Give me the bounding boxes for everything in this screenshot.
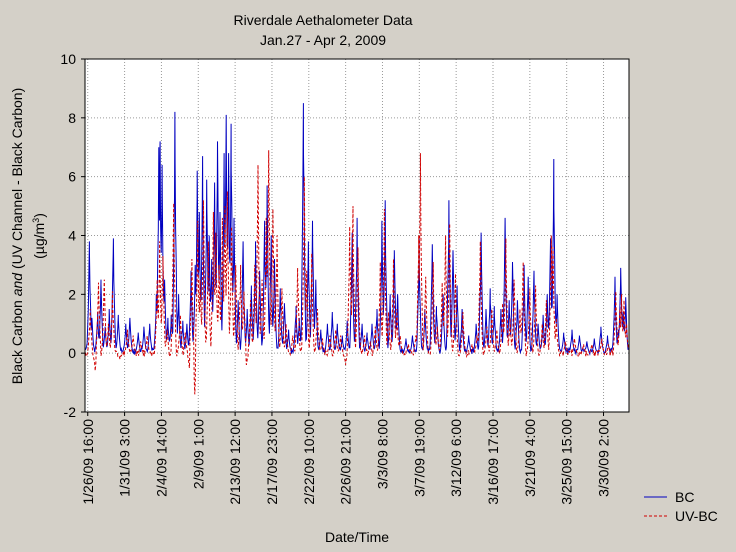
chart-title: Riverdale Aethalometer Data <box>234 12 413 28</box>
x-tick-label: 3/21/09 4:00 <box>522 419 538 497</box>
y-tick-label: -2 <box>64 404 77 420</box>
x-tick-label: 2/13/09 12:00 <box>227 419 243 505</box>
series-line-bc <box>84 103 629 356</box>
x-tick-label: 2/4/09 14:00 <box>153 419 169 497</box>
x-tick-label: 2/17/09 23:00 <box>264 419 280 505</box>
x-tick-label: 3/16/09 17:00 <box>485 419 501 505</box>
series-line-uv-bc <box>84 150 630 395</box>
x-tick-label: 1/31/09 3:00 <box>117 419 133 497</box>
y-tick-label: 0 <box>68 345 76 361</box>
legend: BC UV-BC <box>644 489 718 524</box>
y-axis: -2 0 2 4 6 8 10 <box>60 51 85 420</box>
x-axis-label: Date/Time <box>325 529 389 545</box>
x-tick-label: 2/26/09 21:00 <box>338 419 354 505</box>
chart-subtitle: Jan.27 - Apr 2, 2009 <box>260 32 386 48</box>
x-tick-label: 3/12/09 6:00 <box>448 419 464 497</box>
y-tick-label: 2 <box>68 286 76 302</box>
x-tick-label: 2/9/09 1:00 <box>190 419 206 489</box>
y-tick-label: 6 <box>68 169 76 185</box>
y-tick-label: 4 <box>68 228 76 244</box>
x-tick-label: 1/26/09 16:00 <box>80 419 96 505</box>
series-lines <box>84 103 630 395</box>
x-tick-label: 3/7/09 19:00 <box>411 419 427 497</box>
x-tick-label: 3/30/09 2:00 <box>596 419 612 497</box>
x-axis: 1/26/09 16:00 1/31/09 3:00 2/4/09 14:00 2/9… <box>80 412 612 505</box>
x-tick-label: 3/3/09 8:00 <box>374 419 390 489</box>
legend-label-uv-bc: UV-BC <box>675 508 718 524</box>
x-tick-label: 3/25/09 15:00 <box>559 419 575 505</box>
y-tick-label: 10 <box>60 51 76 67</box>
x-tick-label: 2/22/09 10:00 <box>301 419 317 505</box>
y-axis-label-line2: (µg/m3) <box>31 213 47 259</box>
legend-label-bc: BC <box>675 489 694 505</box>
y-tick-label: 8 <box>68 110 76 126</box>
y-axis-label-line1: Black Carbon and (UV Channel - Black Car… <box>9 88 25 384</box>
